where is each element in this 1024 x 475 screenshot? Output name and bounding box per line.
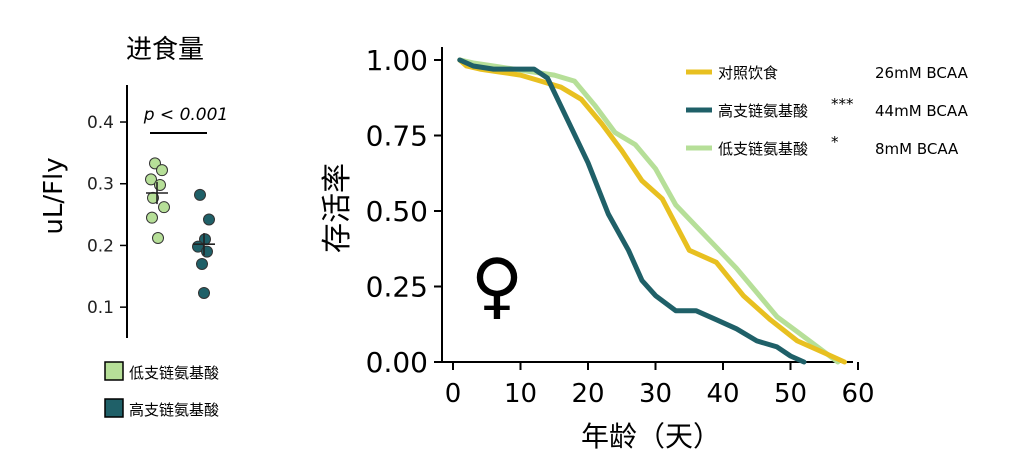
feeding-y-tick-label: 0.3 — [87, 175, 114, 195]
survival-x-tick-label: 20 — [571, 379, 604, 409]
survival-y-tick-label: 1.00 — [366, 44, 428, 77]
feeding-data-point — [152, 232, 164, 245]
p-value-annotation: p < 0.001 — [143, 105, 229, 125]
legend-label-high: 高支链氨基酸 — [129, 401, 219, 419]
legend-conc-low: 8mM BCAA — [875, 140, 959, 158]
feeding-data-point — [145, 173, 157, 186]
feeding-title: 进食量 — [126, 35, 204, 65]
feeding-data-point — [156, 164, 168, 177]
feeding-points — [145, 157, 215, 299]
survival-x-label: 年龄（天） — [581, 420, 721, 453]
survival-panel: 存活率 年龄（天） 0.00 0.25 0.50 0.75 1.00 0 10 20 30 40… — [320, 44, 969, 453]
feeding-data-point — [154, 178, 166, 191]
feeding-y-tick-label: 0.2 — [87, 236, 114, 256]
legend-label-low-bcaa: 低支链氨基酸 — [718, 140, 808, 158]
legend-label-high-bcaa: 高支链氨基酸 — [718, 102, 808, 120]
feeding-data-point — [146, 211, 158, 224]
survival-y-tick-label: 0.50 — [366, 195, 428, 228]
feeding-y-tick-label: 0.4 — [87, 113, 114, 133]
feeding-data-point — [158, 201, 170, 214]
legend-swatch-low — [104, 361, 124, 381]
feeding-legend: 低支链氨基酸 高支链氨基酸 — [104, 361, 219, 419]
survival-y-tick-label: 0.75 — [366, 120, 428, 153]
survival-y-ticks: 0.00 0.25 0.50 0.75 1.00 — [366, 44, 442, 379]
feeding-y-ticks: 0.1 0.2 0.3 0.4 — [87, 113, 127, 318]
survival-x-tick-label: 0 — [445, 379, 462, 409]
survival-y-label: 存活率 — [320, 163, 355, 253]
legend-swatch-high — [104, 398, 124, 418]
survival-x-tick-label: 50 — [774, 379, 807, 409]
legend-stars-low: * — [831, 133, 839, 151]
survival-x-tick-label: 10 — [504, 379, 537, 409]
feeding-panel: 进食量 uL/Fly p < 0.001 0.1 0.2 0.3 0.4 低支链氨基酸… — [39, 35, 228, 419]
survival-line-high — [457, 57, 807, 365]
female-symbol: ♀ — [471, 243, 524, 327]
feeding-data-point — [196, 257, 208, 270]
survival-line-control — [457, 57, 847, 365]
legend-label-control: 对照饮食 — [718, 64, 778, 82]
legend-conc-high: 44mM BCAA — [875, 102, 969, 120]
feeding-data-point — [194, 188, 206, 201]
legend-stars-high: *** — [831, 95, 854, 113]
feeding-y-tick-label: 0.1 — [87, 298, 114, 318]
feeding-data-point — [203, 213, 215, 226]
legend-conc-control: 26mM BCAA — [875, 64, 969, 82]
survival-x-tick-label: 30 — [639, 379, 672, 409]
survival-x-tick-label: 60 — [841, 379, 874, 409]
survival-x-tick-label: 40 — [706, 379, 739, 409]
feeding-data-point — [198, 286, 210, 299]
survival-x-ticks: 0 10 20 30 40 50 60 — [445, 362, 875, 409]
feeding-data-point — [201, 245, 213, 258]
legend-label-low: 低支链氨基酸 — [129, 364, 219, 382]
survival-y-tick-label: 0.00 — [366, 346, 428, 379]
survival-y-tick-label: 0.25 — [366, 271, 428, 304]
feeding-y-label: uL/Fly — [39, 157, 69, 234]
survival-lines — [457, 57, 847, 365]
survival-legend: 对照饮食 26mM BCAA 高支链氨基酸 *** 44mM BCAA 低支链氨… — [686, 64, 969, 158]
